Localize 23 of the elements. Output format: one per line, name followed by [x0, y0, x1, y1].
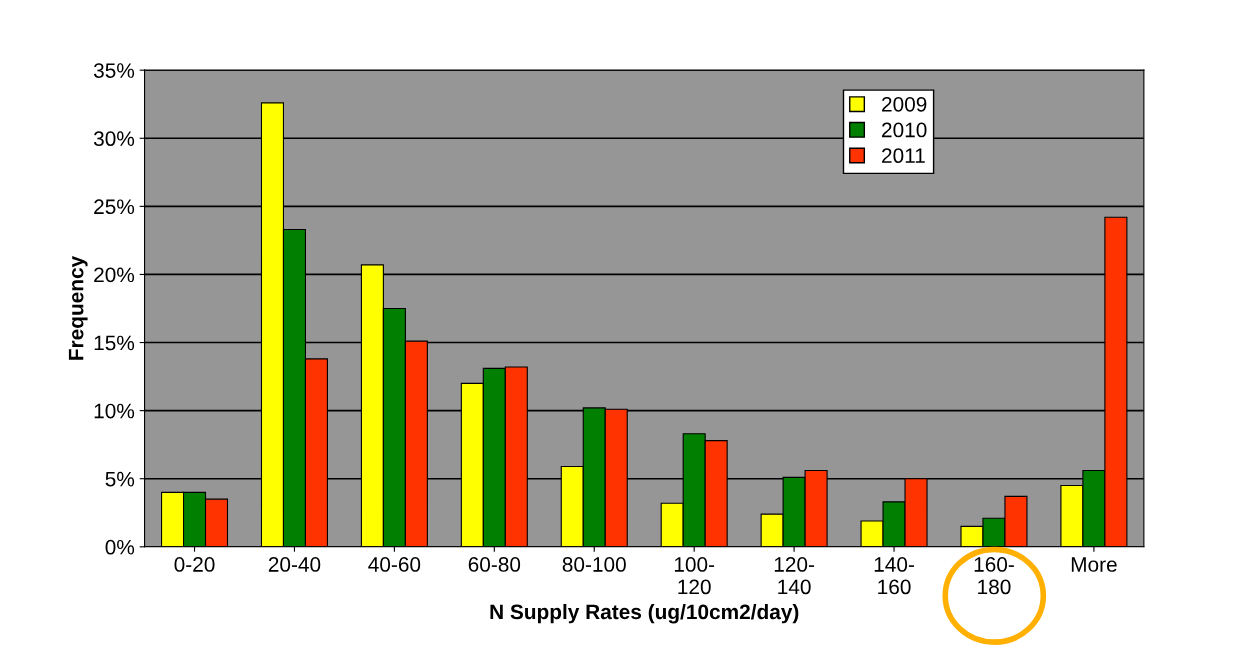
y-tick-label: 20% — [94, 267, 135, 283]
x-tick-label: 120- 140 — [774, 557, 815, 595]
y-tick-label: 10% — [94, 403, 135, 419]
y-tick-label: 35% — [93, 63, 135, 78]
x-tick-label: 80-100 — [562, 557, 626, 572]
x-tick-label: 160- 180 — [974, 557, 1014, 595]
x-tick-label: 20-40 — [268, 557, 321, 572]
x-tick-label: 100- 120 — [674, 557, 715, 595]
y-tick-label: 25% — [94, 199, 135, 215]
y-axis-title: Frequency — [68, 255, 88, 360]
x-tick-label: 140- 160 — [874, 557, 914, 595]
y-tick-label: 30% — [93, 131, 135, 147]
x-tick-label: More — [1071, 557, 1117, 572]
legend-label: 2010 — [882, 122, 927, 138]
x-axis-title: N Supply Rates (ug/10cm2/day) — [490, 603, 799, 624]
x-tick-label: 40-60 — [368, 557, 421, 572]
y-tick-label: 5% — [105, 471, 135, 487]
x-tick-label: 0-20 — [174, 557, 215, 572]
legend-label: 2011 — [882, 148, 925, 164]
y-tick-label: 0% — [105, 539, 135, 555]
legend-label: 2009 — [882, 96, 927, 112]
x-tick-label: 60-80 — [468, 557, 521, 572]
y-tick-label: 15% — [94, 335, 135, 351]
